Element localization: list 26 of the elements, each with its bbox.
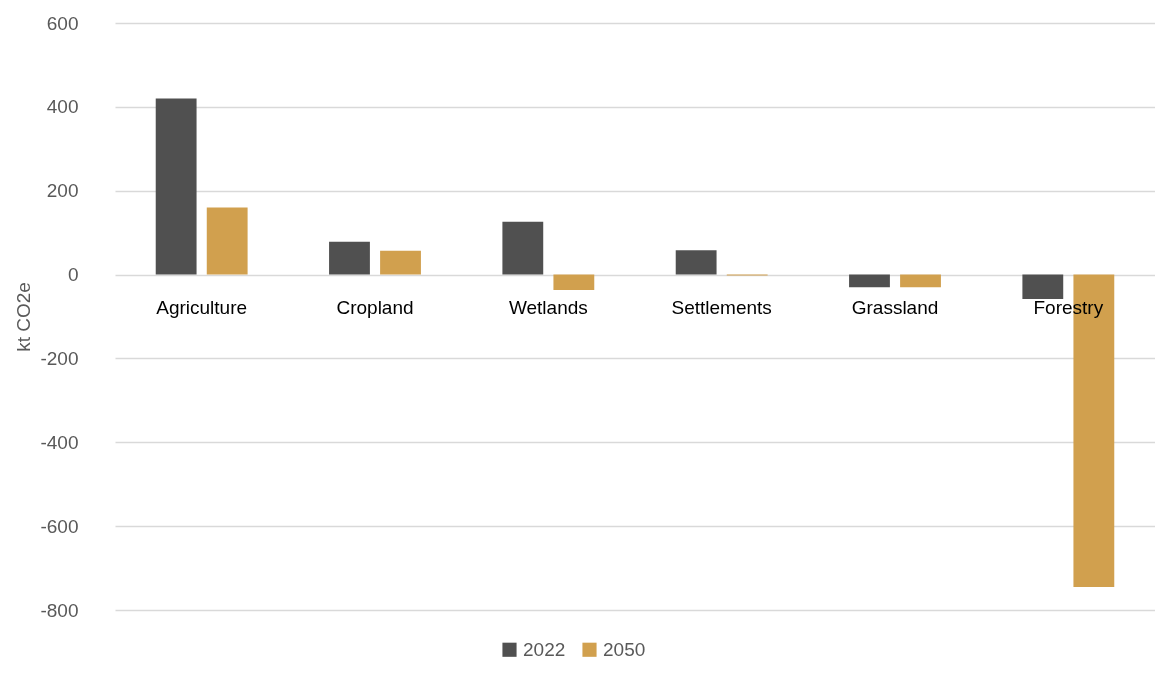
x-tick-label: Wetlands (508, 297, 588, 319)
x-tick-label: Settlements (671, 297, 772, 319)
bar (329, 241, 370, 275)
y-tick-label: -400 (40, 431, 79, 453)
bar (553, 274, 595, 291)
bar (502, 221, 544, 275)
bar (675, 250, 717, 275)
bar (155, 98, 197, 275)
legend-label: 2050 (603, 638, 646, 660)
y-tick-label: -200 (40, 347, 79, 369)
bar (849, 274, 890, 288)
y-axis-title: kt CO2e (13, 282, 35, 352)
y-tick-label: -600 (40, 515, 79, 537)
y-tick-label: 600 (46, 12, 79, 34)
bar (1022, 274, 1064, 299)
x-tick-label: Agriculture (156, 297, 248, 319)
bar (900, 274, 941, 288)
y-tick-label: 0 (67, 264, 79, 286)
x-tick-label: Grassland (851, 297, 939, 319)
bar (380, 250, 421, 275)
bar (206, 207, 248, 275)
x-tick-label: Cropland (336, 297, 414, 319)
legend-label: 2022 (523, 638, 566, 660)
y-tick-label: 400 (46, 96, 79, 118)
y-tick-label: -800 (40, 599, 79, 621)
y-tick-label: 200 (46, 180, 79, 202)
